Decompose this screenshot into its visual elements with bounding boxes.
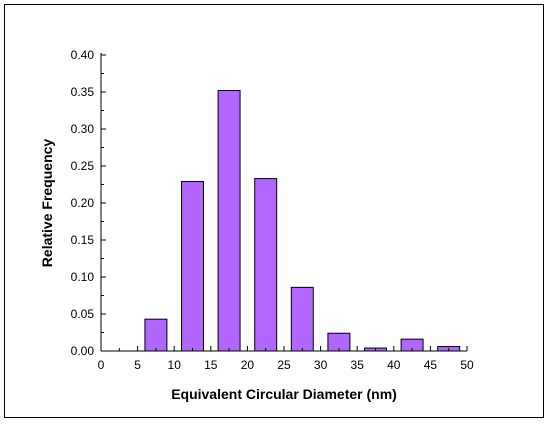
y-tick-label: 0.35 — [71, 85, 95, 99]
y-tick-label: 0.05 — [71, 307, 95, 321]
x-tick-label: 0 — [98, 358, 105, 372]
x-tick-label: 30 — [314, 358, 328, 372]
bar-2 — [217, 90, 241, 352]
x-tick-label: 35 — [351, 358, 365, 372]
y-tick-label: 0.20 — [71, 196, 95, 210]
y-tick-label: 0.00 — [71, 344, 95, 358]
y-tick-label: 0.25 — [71, 159, 95, 173]
bar-4 — [290, 286, 314, 352]
x-tick-label: 25 — [277, 358, 291, 372]
x-ticks-group: 0 5 10 15 20 25 30 35 40 45 50 — [98, 346, 474, 372]
x-tick-label: 10 — [168, 358, 182, 372]
x-axis-title: Equivalent Circular Diameter (nm) — [171, 386, 397, 402]
x-tick-label: 50 — [460, 358, 474, 372]
x-tick-label: 45 — [424, 358, 438, 372]
x-tick-label: 15 — [204, 358, 218, 372]
axes-group — [100, 53, 467, 352]
y-tick-label: 0.10 — [71, 270, 95, 284]
y-ticks-group: 0.00 0.05 0.10 0.15 0.20 0.25 0.30 0.35 0.40 — [71, 48, 106, 358]
y-tick-label: 0.40 — [71, 48, 95, 62]
x-tick-label: 5 — [134, 358, 141, 372]
bars-group — [144, 90, 461, 352]
bar-1 — [181, 181, 204, 352]
x-tick-label: 40 — [387, 358, 401, 372]
bar-0 — [144, 318, 168, 352]
y-axis-title: Relative Frequency — [39, 139, 55, 268]
y-tick-label: 0.15 — [71, 233, 95, 247]
y-tick-label: 0.30 — [71, 122, 95, 136]
x-tick-label: 20 — [241, 358, 255, 372]
bar-3 — [254, 178, 278, 352]
